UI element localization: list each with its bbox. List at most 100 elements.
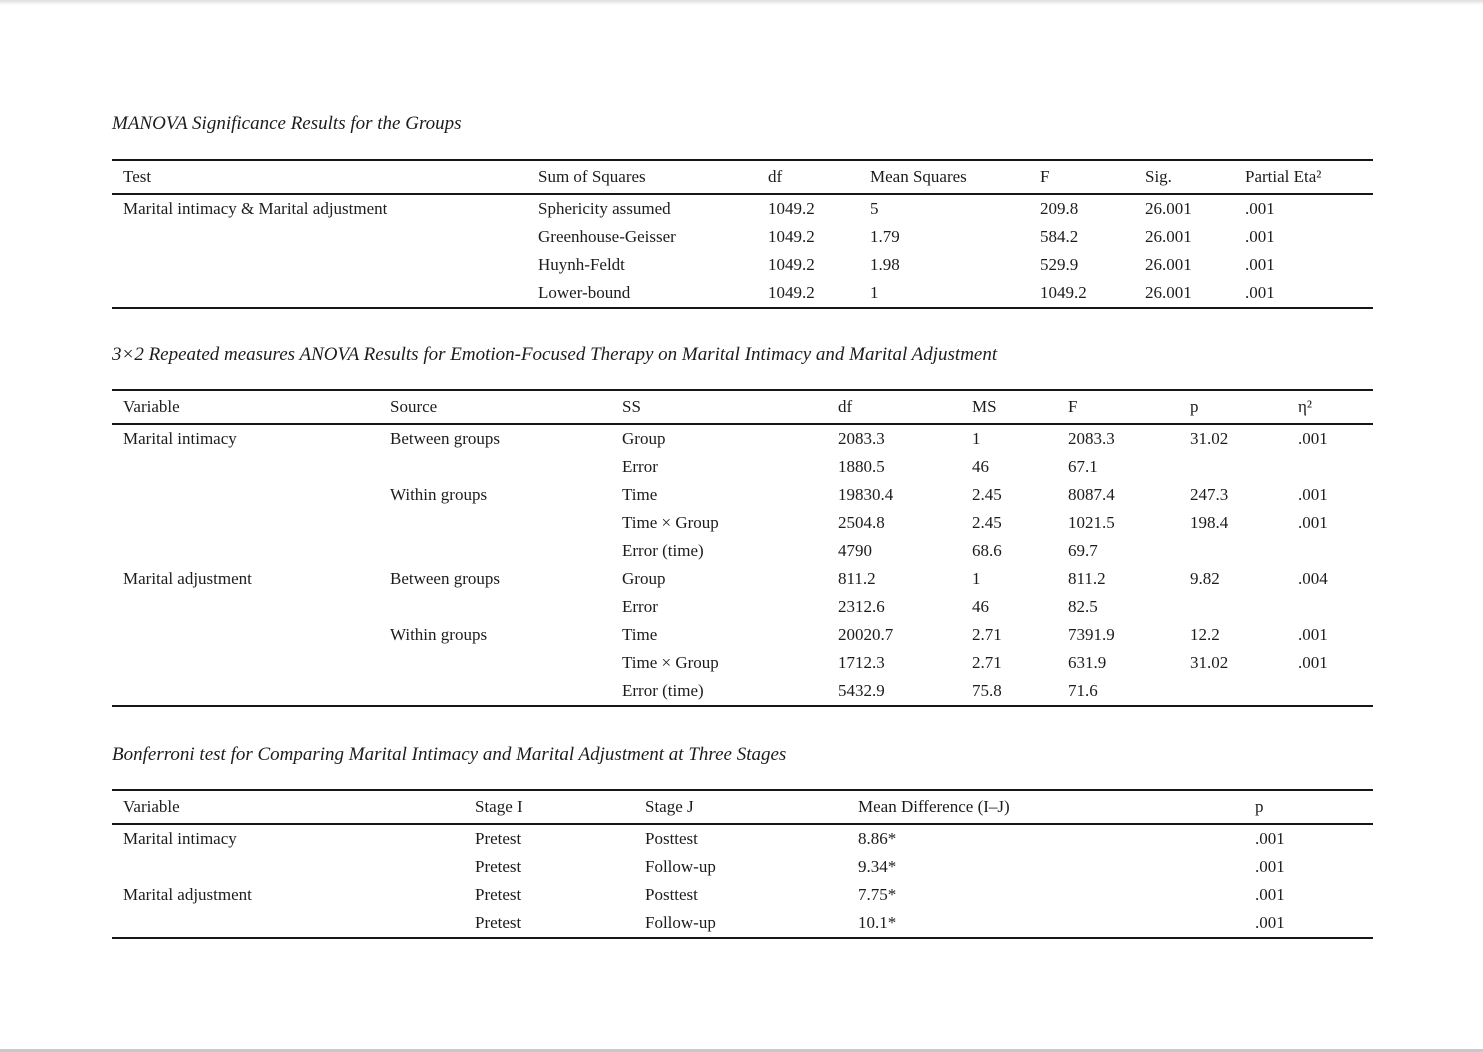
table-cell [112, 909, 464, 938]
column-header: p [1179, 390, 1287, 425]
table-cell [112, 453, 379, 481]
table-cell: 7.75* [858, 885, 897, 904]
column-header: F [1057, 390, 1179, 425]
column-header: Variable [112, 790, 464, 825]
table-cell [112, 223, 527, 251]
table-cell [112, 537, 379, 565]
table-cell: .001 [1245, 227, 1275, 246]
table-cell: 1049.2 [768, 199, 815, 218]
table-cell [1287, 593, 1373, 621]
table-cell [112, 593, 379, 621]
table-cell: Lower-bound [538, 283, 631, 302]
table-cell: Marital adjustment [123, 885, 252, 904]
table-cell: 1021.5 [1068, 513, 1115, 532]
table-cell: 7391.9 [1068, 625, 1115, 644]
table-cell [1287, 677, 1373, 706]
table-cell: 67.1 [1068, 457, 1098, 476]
table-row: Pretest Follow-up 10.1* .001 [112, 909, 1373, 938]
table-cell: .001 [1245, 283, 1275, 302]
table-cell: 2.45 [972, 513, 1002, 532]
table-cell: 631.9 [1068, 653, 1107, 672]
table-cell: 5 [870, 199, 879, 218]
page-bottom-edge [0, 1049, 1483, 1052]
table-cell: Between groups [390, 569, 501, 588]
bonferroni-test-table: Variable Stage I Stage J Mean Difference (I… [112, 789, 1373, 939]
table-cell: .001 [1245, 199, 1275, 218]
column-header: p [1244, 790, 1373, 825]
table-cell [379, 537, 611, 565]
column-header: df [757, 160, 859, 195]
table-cell [1179, 537, 1287, 565]
table-cell: Marital intimacy [123, 429, 237, 448]
column-header: Partial Eta² [1234, 160, 1373, 195]
table-cell [112, 649, 379, 677]
table-cell: 19830.4 [838, 485, 894, 504]
table-row: Time × Group 1712.3 2.71 631.9 31.02 .001 [112, 649, 1373, 677]
table-cell: 26.001 [1145, 199, 1192, 218]
table-cell [112, 251, 527, 279]
table-cell: Follow-up [645, 857, 716, 876]
table-cell: 247.3 [1190, 485, 1229, 504]
table-row: Marital intimacy Between groups Group 2083.… [112, 424, 1373, 453]
table-cell: 2.71 [972, 653, 1002, 672]
table-cell: .001 [1255, 829, 1285, 848]
table-cell: 2312.6 [838, 597, 885, 616]
table-cell [1179, 453, 1287, 481]
table-cell: Group [622, 429, 666, 448]
manova-table-title: MANOVA Significance Results for the Grou… [112, 113, 462, 134]
table-row: Marital adjustment Between groups Group 811… [112, 565, 1373, 593]
column-header: Variable [112, 390, 379, 425]
table-cell: .001 [1298, 625, 1328, 644]
table-cell: .001 [1255, 885, 1285, 904]
table-cell: 31.02 [1190, 653, 1229, 672]
table-cell: Group [622, 569, 666, 588]
table-cell: 31.02 [1190, 429, 1229, 448]
table-cell: 584.2 [1040, 227, 1079, 246]
table-row: Marital adjustment Pretest Posttest 7.75* .0… [112, 881, 1373, 909]
table-cell: 8.86* [858, 829, 897, 848]
table-cell: 1049.2 [1040, 283, 1087, 302]
table-cell: Pretest [475, 913, 522, 932]
table-row: Lower-bound 1049.2 1 1049.2 26.001 .001 [112, 279, 1373, 308]
table-cell: 1 [870, 283, 879, 302]
column-header: Stage I [464, 790, 634, 825]
manova-results-table: Test Sum of Squares df Mean Squares F Sig. Par… [112, 159, 1373, 309]
table-cell: 1.98 [870, 255, 900, 274]
table-cell: 1 [972, 429, 981, 448]
table-cell: 1 [972, 569, 981, 588]
table-cell [112, 481, 379, 509]
header-row: Variable Stage I Stage J Mean Difference (I… [112, 790, 1373, 825]
table-row: Error (time) 5432.9 75.8 71.6 [112, 677, 1373, 706]
table-cell [112, 509, 379, 537]
header-row: Test Sum of Squares df Mean Squares F Sig. Par… [112, 160, 1373, 195]
table-cell: .001 [1298, 653, 1328, 672]
table-cell: 2504.8 [838, 513, 885, 532]
table-cell [1287, 453, 1373, 481]
table-cell: Time [622, 625, 658, 644]
table-cell: 71.6 [1068, 681, 1098, 700]
table-cell: 1880.5 [838, 457, 885, 476]
table-cell [379, 509, 611, 537]
table-cell: 69.7 [1068, 541, 1098, 560]
table-cell: 1712.3 [838, 653, 885, 672]
table-cell: 20020.7 [838, 625, 894, 644]
column-header: Source [379, 390, 611, 425]
table-cell: 2083.3 [838, 429, 885, 448]
table-cell: 209.8 [1040, 199, 1079, 218]
column-header: η² [1287, 390, 1373, 425]
table-cell: 12.2 [1190, 625, 1220, 644]
column-header: Mean Squares [859, 160, 1029, 195]
table-cell: Time × Group [622, 513, 719, 532]
table-cell [112, 853, 464, 881]
table-cell: 9.34* [858, 857, 897, 876]
table-cell: .001 [1245, 255, 1275, 274]
table-cell: 75.8 [972, 681, 1002, 700]
table-row: Greenhouse-Geisser 1049.2 1.79 584.2 26.001.… [112, 223, 1373, 251]
table-cell: Marital adjustment [123, 569, 252, 588]
table-cell [379, 453, 611, 481]
table-row: Time × Group 2504.8 2.45 1021.5 198.4 .001 [112, 509, 1373, 537]
table-row: Within groups Time 19830.4 2.45 8087.4 247.3.… [112, 481, 1373, 509]
table-cell: 26.001 [1145, 283, 1192, 302]
